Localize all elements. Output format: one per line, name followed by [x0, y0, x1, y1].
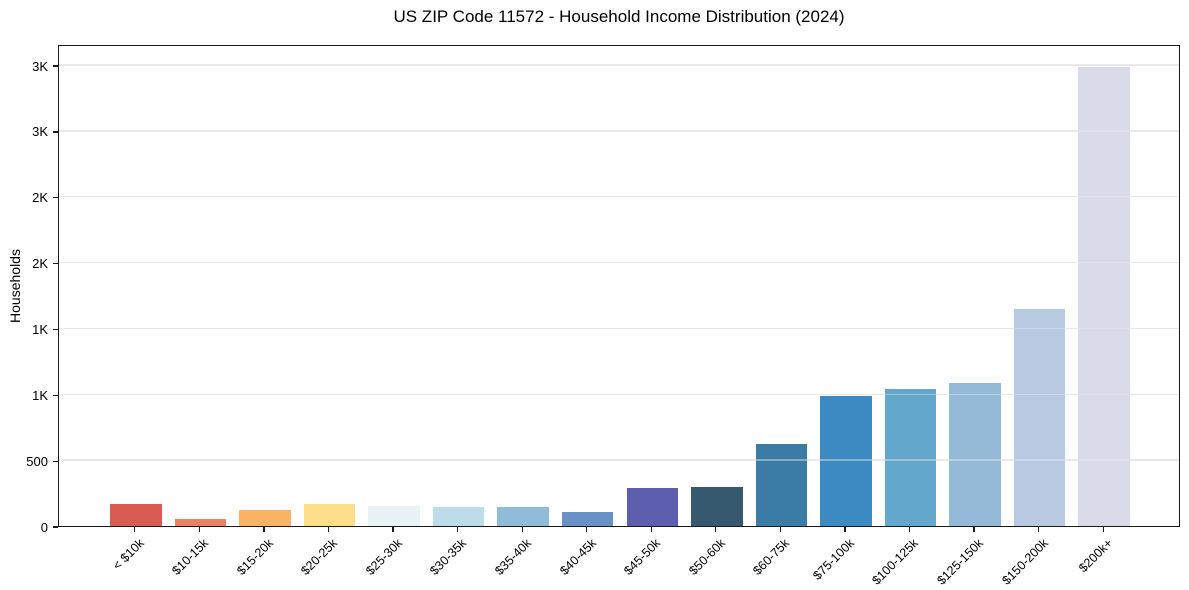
x-tick-label-150-200k: $150-200k	[998, 536, 1051, 588]
y-tick-label: 2K	[32, 190, 48, 206]
gridline-overlay	[59, 327, 1179, 330]
gridline	[59, 393, 1179, 396]
x-tick-mark	[779, 527, 782, 532]
gridline	[59, 261, 1179, 264]
x-tick-label-25-30k: $25-30k	[363, 536, 406, 578]
bar-200k+	[1078, 67, 1130, 526]
y-tick-mark	[53, 197, 58, 199]
x-tick-label-50-60k: $50-60k	[685, 536, 728, 578]
y-tick-label: 3K	[32, 58, 48, 74]
y-tick-label: 3K	[32, 124, 48, 140]
gridline-overlay	[59, 64, 1179, 66]
gridline-overlay	[59, 459, 1179, 461]
gridline	[59, 64, 1179, 66]
x-tick-label-100-125k: $100-125k	[869, 536, 922, 588]
bar-30-35k	[432, 506, 485, 526]
y-tick-mark	[53, 328, 58, 331]
x-tick-mark	[456, 527, 459, 532]
y-tick-label: 1K	[32, 322, 48, 337]
bar-40-45k	[561, 511, 614, 526]
plot-area	[58, 45, 1180, 527]
x-tick-mark	[1102, 527, 1104, 532]
bar-150-200k	[1013, 308, 1066, 526]
x-tick-mark	[134, 527, 136, 532]
bar-60-75k	[755, 444, 808, 526]
y-tick-mark	[53, 526, 58, 528]
x-tick-mark	[392, 527, 394, 532]
x-tick-mark	[198, 527, 201, 532]
x-tick-mark	[1037, 527, 1040, 532]
gridline-overlay	[59, 393, 1179, 396]
y-tick-mark	[53, 394, 58, 396]
gridline	[59, 459, 1179, 461]
x-tick-mark	[973, 527, 975, 532]
bar-10-15k	[174, 518, 227, 526]
y-tick-mark	[53, 131, 58, 133]
y-tick-label: 0	[40, 519, 48, 535]
bar-100-125k	[884, 389, 937, 526]
x-tick-mark	[586, 527, 588, 532]
gridline-overlay	[59, 196, 1179, 198]
gridline-overlay	[59, 130, 1179, 132]
bar-125-150k	[949, 382, 1001, 526]
gridline	[59, 130, 1179, 132]
gridline	[59, 196, 1179, 198]
x-tick-label-60-75k: $60-75k	[750, 536, 793, 578]
bar-25-30k	[368, 506, 420, 526]
x-tick-label-125-150k: $125-150k	[934, 536, 987, 588]
bar-15-20k	[239, 509, 291, 526]
x-tick-mark	[327, 527, 330, 532]
x-tick-label-200k+: $200k+	[1075, 536, 1116, 576]
bar-75-100k	[820, 396, 872, 526]
x-tick-mark	[844, 527, 846, 532]
x-tick-label-40-45k: $40-45k	[556, 536, 599, 578]
bar-35-40k	[497, 506, 549, 526]
x-tick-label-35-40k: $35-40k	[492, 536, 535, 578]
x-tick-label-75-100k: $75-100k	[810, 536, 857, 583]
x-tick-label-30-35k: $30-35k	[427, 536, 470, 578]
x-tick-label-10-15k: $10-15k	[169, 536, 212, 578]
bar-20-25k	[303, 503, 356, 526]
y-tick-label: 2K	[32, 256, 48, 272]
x-tick-mark	[521, 527, 523, 532]
x-tick-label-15-20k: $15-20k	[233, 536, 276, 578]
bar-45-50k	[626, 487, 679, 526]
y-tick-mark	[53, 65, 58, 67]
bar-10k	[110, 504, 162, 526]
y-tick-label: 1K	[32, 387, 48, 403]
x-tick-mark	[715, 527, 717, 532]
y-tick-mark	[53, 460, 58, 462]
x-tick-label-45-50k: $45-50k	[621, 536, 664, 578]
gridline	[59, 327, 1179, 330]
x-tick-label-20-25k: $20-25k	[298, 536, 341, 578]
x-tick-mark	[650, 527, 652, 532]
y-tick-mark	[53, 262, 58, 265]
bar-50-60k	[691, 487, 743, 526]
x-tick-mark	[263, 527, 265, 532]
chart-title: US ZIP Code 11572 - Household Income Dis…	[393, 7, 845, 26]
y-tick-label: 500	[26, 453, 48, 469]
x-tick-label-10k: < $10k	[110, 536, 147, 573]
gridline-overlay	[59, 261, 1179, 264]
x-tick-mark	[908, 527, 911, 532]
